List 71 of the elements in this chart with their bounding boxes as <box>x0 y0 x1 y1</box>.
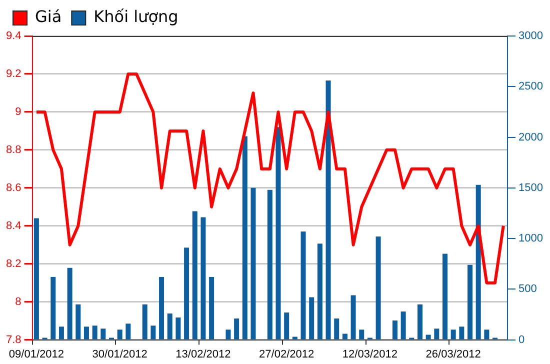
bar <box>242 136 248 340</box>
y-tick-label: 9 <box>15 106 22 118</box>
bar <box>442 254 448 340</box>
y-tick-label: 8.6 <box>6 182 22 194</box>
bar <box>58 326 64 340</box>
bar <box>142 304 148 340</box>
bar <box>434 328 440 340</box>
x-tick-label: 26/03/2012 <box>426 348 481 360</box>
y-tick-label: 8 <box>15 296 22 308</box>
x-tick-label: 12/03/2012 <box>342 348 398 360</box>
legend-label: Khối lượng <box>94 7 178 26</box>
bar <box>400 311 406 340</box>
bar <box>184 248 190 340</box>
bar <box>92 326 98 340</box>
bar <box>34 218 39 340</box>
y2-tick-label: 2000 <box>518 131 544 144</box>
y-tick-label: 8.4 <box>6 220 22 232</box>
bar <box>350 295 356 340</box>
bar <box>226 330 231 340</box>
bar <box>76 304 81 340</box>
bar <box>284 312 290 340</box>
bar <box>126 324 131 340</box>
bar <box>176 318 181 340</box>
bar <box>234 318 240 340</box>
x-tick-label: 09/01/2012 <box>8 348 64 360</box>
bar <box>326 80 331 340</box>
bar <box>167 313 172 340</box>
bar <box>392 320 398 340</box>
bar <box>159 277 164 340</box>
bar <box>317 244 322 340</box>
bar <box>417 304 422 340</box>
bar <box>267 190 272 340</box>
legend-label: Giá <box>35 7 62 26</box>
y2-tick-label: 500 <box>518 283 537 296</box>
bar <box>84 326 89 340</box>
y2-tick-label: 2500 <box>518 80 544 93</box>
bar <box>459 326 464 340</box>
bar <box>450 330 456 340</box>
bar <box>426 334 431 340</box>
bar <box>484 330 490 340</box>
x-tick-label: 27/02/2012 <box>259 348 314 360</box>
bar <box>150 326 156 340</box>
bar <box>334 318 340 340</box>
bar <box>292 336 298 340</box>
bar <box>50 277 56 340</box>
bar <box>209 277 214 340</box>
bar <box>300 231 306 340</box>
y2-tick-label: 0 <box>518 334 525 346</box>
bar <box>192 211 198 340</box>
bar <box>476 184 481 340</box>
bar <box>376 236 381 340</box>
bar <box>342 334 348 340</box>
bar <box>100 328 106 340</box>
bar <box>468 264 473 340</box>
x-tick-label: 13/02/2012 <box>176 348 231 360</box>
y2-tick-label: 1500 <box>518 182 544 194</box>
bar <box>117 330 122 340</box>
y-tick-label: 7.8 <box>6 334 22 346</box>
x-tick-label: 30/01/2012 <box>92 348 148 360</box>
y-tick-label: 8.2 <box>6 258 22 270</box>
y2-tick-label: 1000 <box>518 232 544 245</box>
bar <box>200 217 206 340</box>
bar <box>359 330 364 340</box>
bar <box>250 188 256 340</box>
bar <box>67 268 72 340</box>
bar <box>276 127 281 340</box>
y-tick-label: 8.8 <box>6 144 22 156</box>
bar <box>309 297 314 340</box>
y2-tick-label: 3000 <box>518 30 544 42</box>
y-tick-label: 9.2 <box>6 68 22 80</box>
y-tick-label: 9.4 <box>6 30 22 42</box>
